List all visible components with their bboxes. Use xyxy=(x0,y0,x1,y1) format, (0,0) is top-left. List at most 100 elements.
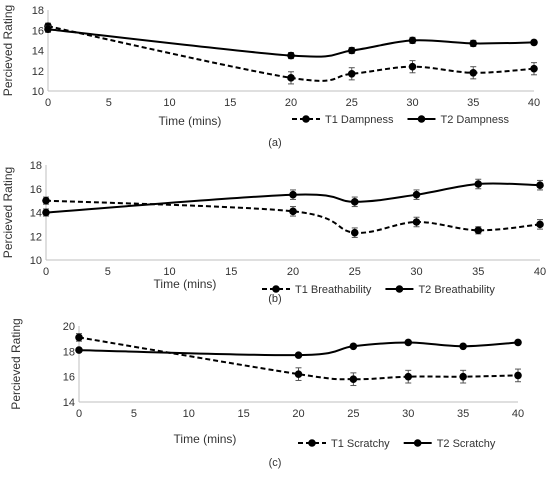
x-tick-label: 25 xyxy=(347,408,359,420)
y-tick-label: 14 xyxy=(32,46,44,58)
chart-panel-1: 10 12 14 16 18 0 5 10 15 20 25 30 35 40 Percieved Rati… xyxy=(1,5,540,149)
x-tick-label: 25 xyxy=(349,266,361,278)
x-tick-label: 15 xyxy=(224,97,236,109)
x-tick-label: 30 xyxy=(406,97,418,109)
data-point xyxy=(42,208,50,217)
y-tick-label: 20 xyxy=(63,321,75,333)
data-point xyxy=(408,62,417,71)
data-point xyxy=(530,38,538,47)
data-point xyxy=(536,220,544,229)
panel-label: (b) xyxy=(268,293,281,305)
x-tick-label: 20 xyxy=(292,408,304,420)
legend-label-2: T2 Breathability xyxy=(418,284,495,296)
legend-label-1: T1 Scratchy xyxy=(331,438,390,450)
data-point xyxy=(42,196,50,205)
x-tick-label: 20 xyxy=(285,97,297,109)
data-point xyxy=(347,69,356,78)
y-tick-label: 14 xyxy=(63,397,75,409)
panel-label: (c) xyxy=(269,457,282,469)
data-point xyxy=(412,218,421,226)
x-tick-label: 25 xyxy=(346,97,358,109)
legend: T1 Breathability T2 Breathability xyxy=(262,284,495,296)
data-point xyxy=(347,46,356,55)
legend-marker-2 xyxy=(395,285,404,293)
x-axis-title: Time (mins) xyxy=(159,114,222,128)
legend-label-2: T2 Dampness xyxy=(440,114,509,126)
legend-marker-1 xyxy=(308,439,316,447)
data-point xyxy=(294,351,303,359)
x-tick-label: 35 xyxy=(472,266,484,278)
y-axis-title: Percieved Rating xyxy=(9,318,23,409)
x-tick-label: 40 xyxy=(512,408,524,420)
y-tick-label: 14 xyxy=(30,208,42,220)
legend: T1 Dampness T2 Dampness xyxy=(292,114,509,126)
data-point xyxy=(404,338,413,347)
data-point xyxy=(474,226,483,235)
data-point xyxy=(459,372,467,381)
x-tick-label: 30 xyxy=(410,266,422,278)
x-tick-label: 0 xyxy=(76,408,82,420)
data-point xyxy=(459,342,467,351)
data-point xyxy=(530,64,538,73)
y-tick-label: 18 xyxy=(63,346,75,358)
data-point xyxy=(349,375,358,384)
x-tick-label: 35 xyxy=(457,408,469,420)
y-tick-label: 12 xyxy=(32,66,44,78)
data-point xyxy=(469,68,478,77)
legend-marker-2 xyxy=(417,115,426,123)
x-tick-label: 5 xyxy=(106,97,112,109)
legend-label-1: T1 Dampness xyxy=(325,114,394,126)
x-tick-label: 0 xyxy=(45,97,51,109)
y-tick-label: 10 xyxy=(32,86,44,98)
x-tick-label: 15 xyxy=(238,408,250,420)
x-tick-label: 35 xyxy=(467,97,479,109)
data-point xyxy=(294,370,303,378)
y-tick-label: 18 xyxy=(30,160,42,172)
x-tick-label: 5 xyxy=(131,408,137,420)
legend-label-1: T1 Breathability xyxy=(295,284,372,296)
y-tick-label: 18 xyxy=(32,5,44,17)
y-tick-label: 12 xyxy=(30,231,42,243)
x-tick-label: 0 xyxy=(43,266,49,278)
chart-panel-2: 10 12 14 16 18 0 5 10 15 20 25 30 35 40 Percieved Rati… xyxy=(1,160,546,305)
y-tick-label: 16 xyxy=(30,184,42,196)
y-axis-title: Percieved Rating xyxy=(1,5,15,96)
legend: T1 Scratchy T2 Scratchy xyxy=(298,438,496,450)
data-point xyxy=(469,39,478,48)
chart-panel-3: 14 16 18 20 0 5 10 15 20 25 30 35 40 Percieved Rating… xyxy=(9,318,524,469)
panel-label: (a) xyxy=(268,137,281,149)
x-axis-title: Time (mins) xyxy=(174,432,237,446)
x-tick-label: 10 xyxy=(183,408,195,420)
y-tick-label: 10 xyxy=(30,255,42,267)
data-point xyxy=(536,181,544,189)
x-tick-label: 10 xyxy=(163,97,175,109)
data-point xyxy=(514,338,522,347)
x-tick-label: 40 xyxy=(534,266,546,278)
data-point xyxy=(289,190,297,199)
data-point xyxy=(474,180,483,188)
data-point xyxy=(287,74,295,82)
legend-label-2: T2 Scratchy xyxy=(437,438,496,450)
legend-marker-2 xyxy=(413,439,422,447)
data-point xyxy=(408,36,417,45)
y-tick-label: 16 xyxy=(32,25,44,37)
data-point xyxy=(514,371,522,380)
data-point xyxy=(287,51,295,60)
x-tick-label: 30 xyxy=(402,408,414,420)
x-tick-label: 15 xyxy=(225,266,237,278)
data-point xyxy=(412,190,421,199)
data-point xyxy=(75,346,83,354)
y-axis-title: Percieved Rating xyxy=(1,167,15,258)
x-tick-label: 40 xyxy=(528,97,540,109)
data-point xyxy=(44,25,52,34)
x-tick-label: 20 xyxy=(287,266,299,278)
data-point xyxy=(350,228,359,237)
legend-marker-1 xyxy=(272,285,280,293)
series-line-1 xyxy=(45,199,541,234)
x-tick-label: 5 xyxy=(105,266,111,278)
data-point xyxy=(350,198,359,206)
x-tick-label: 10 xyxy=(163,266,175,278)
y-tick-label: 16 xyxy=(63,372,75,384)
legend-marker-1 xyxy=(302,115,310,123)
